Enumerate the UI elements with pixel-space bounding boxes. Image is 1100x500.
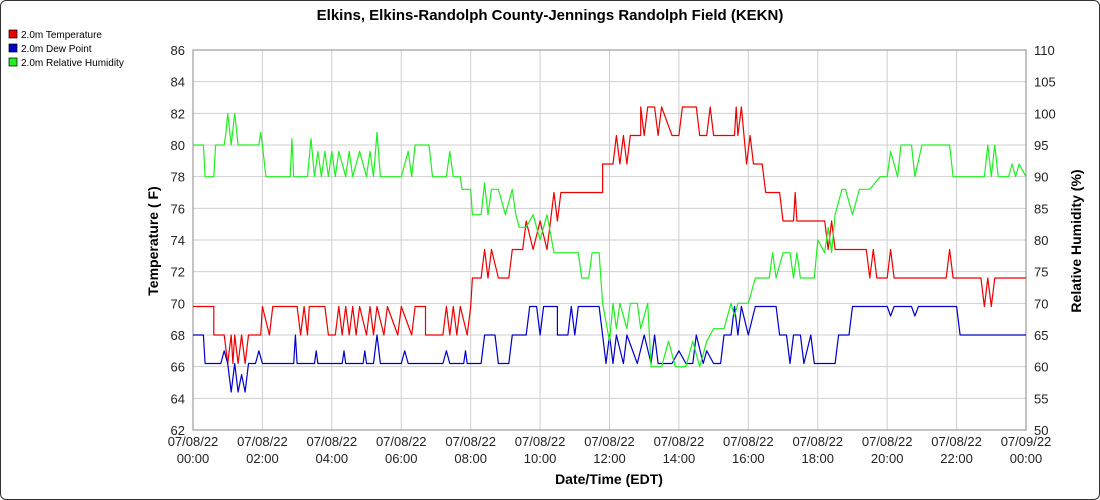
right-tick-label: 60 [1034,360,1048,375]
left-tick-label: 86 [171,43,185,58]
x-tick-date: 07/08/22 [723,434,774,449]
legend-label-2-0m-dew-point: 2.0m Dew Point [21,44,92,55]
y-axis-left-title: Temperature ( F) [145,186,161,295]
x-tick-time: 04:00 [316,451,349,466]
x-tick-time: 14:00 [663,451,696,466]
grid [192,49,1027,431]
x-tick-date: 07/08/22 [862,434,913,449]
legend-label-2-0m-relative-humidity: 2.0m Relative Humidity [21,58,124,69]
right-tick-label: 55 [1034,391,1048,406]
right-tick-label: 70 [1034,296,1048,311]
x-tick-time: 18:00 [801,451,834,466]
x-tick-date: 07/08/22 [792,434,843,449]
right-tick-label: 100 [1034,106,1056,121]
left-tick-label: 80 [171,138,185,153]
right-tick-label: 95 [1034,138,1048,153]
x-tick-date: 07/08/22 [307,434,358,449]
left-tick-label: 82 [171,106,185,121]
x-axis-ticks: 07/08/22 00:00 07/08/22 02:00 07/08/22 04:00 0… [168,434,1052,466]
x-tick-date: 07/08/22 [654,434,705,449]
x-tick-time: 08:00 [454,451,487,466]
left-tick-label: 62 [171,423,185,438]
right-tick-label: 85 [1034,201,1048,216]
left-tick-label: 74 [171,233,185,248]
left-tick-label: 84 [171,75,185,90]
right-tick-label: 110 [1034,43,1055,58]
y-axis-right-title: Relative Humidity (%) [1068,169,1084,312]
x-tick-date: 07/09/22 [1001,434,1052,449]
legend-swatch-2-0m-temperature [8,29,18,39]
x-axis-title: Date/Time (EDT) [555,471,663,487]
legend-swatch-2-0m-dew-point [8,43,18,53]
series-layer [193,106,1027,393]
legend: 2.0m Temperature 2.0m Dew Point 2.0m Relat… [8,29,124,69]
left-tick-label: 78 [171,170,185,185]
x-tick-time: 12:00 [593,451,626,466]
chart-title: Elkins, Elkins-Randolph County-Jennings … [317,7,784,24]
left-tick-label: 70 [171,296,185,311]
right-tick-label: 75 [1034,265,1048,280]
left-axis-ticks: 62 64 66 68 70 72 74 76 78 80 82 84 86 [171,43,185,438]
x-tick-time: 16:00 [732,451,765,466]
right-axis-ticks: 50 55 60 65 70 75 80 85 90 95 100 105 110 [1034,43,1056,438]
series-line-2-0m-temperature [193,106,1026,365]
series-line-2-0m-dew-point [193,305,1026,393]
right-tick-label: 80 [1034,233,1048,248]
x-tick-time: 10:00 [524,451,557,466]
x-tick-date: 07/08/22 [515,434,566,449]
right-tick-label: 90 [1034,170,1048,185]
right-tick-label: 50 [1034,423,1048,438]
legend-swatch-2-0m-relative-humidity [8,57,18,67]
x-tick-time: 20:00 [871,451,904,466]
x-tick-time: 06:00 [385,451,418,466]
legend-label-2-0m-temperature: 2.0m Temperature [21,30,102,41]
x-tick-date: 07/08/22 [445,434,496,449]
x-tick-time: 22:00 [940,451,973,466]
left-tick-label: 76 [171,201,185,216]
x-tick-date: 07/08/22 [237,434,288,449]
x-tick-time: 00:00 [177,451,210,466]
series-line-2-0m-relative-humidity [193,112,1027,368]
right-tick-label: 105 [1034,75,1056,90]
x-tick-time: 00:00 [1010,451,1043,466]
x-tick-date: 07/08/22 [168,434,219,449]
left-tick-label: 68 [171,328,185,343]
x-tick-date: 07/08/22 [931,434,982,449]
left-tick-label: 64 [171,391,185,406]
x-tick-date: 07/08/22 [584,434,635,449]
right-tick-label: 65 [1034,328,1048,343]
plot-area [192,49,1027,431]
left-tick-label: 72 [171,265,185,280]
left-tick-label: 66 [171,360,185,375]
x-tick-date: 07/08/22 [376,434,427,449]
x-tick-time: 02:00 [246,451,279,466]
